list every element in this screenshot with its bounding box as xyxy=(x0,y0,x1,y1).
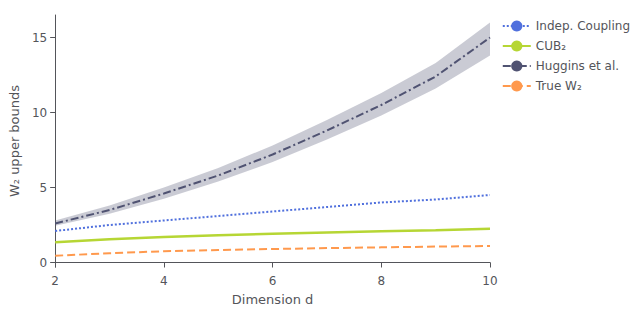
svg-text:True W₂: True W₂ xyxy=(535,79,582,93)
svg-text:Dimension d: Dimension d xyxy=(232,292,314,307)
svg-text:10: 10 xyxy=(32,106,47,120)
svg-text:6: 6 xyxy=(269,274,277,288)
svg-text:Huggins et al.: Huggins et al. xyxy=(536,59,619,73)
svg-text:CUB₂: CUB₂ xyxy=(536,39,566,53)
svg-text:15: 15 xyxy=(32,31,47,45)
svg-text:8: 8 xyxy=(377,274,385,288)
svg-text:2: 2 xyxy=(51,274,59,288)
svg-text:10: 10 xyxy=(482,274,497,288)
svg-text:Indep. Coupling: Indep. Coupling xyxy=(536,19,630,33)
svg-text:0: 0 xyxy=(40,256,48,270)
svg-text:4: 4 xyxy=(160,274,168,288)
svg-text:5: 5 xyxy=(40,181,48,195)
svg-text:W₂ upper bounds: W₂ upper bounds xyxy=(7,85,22,197)
